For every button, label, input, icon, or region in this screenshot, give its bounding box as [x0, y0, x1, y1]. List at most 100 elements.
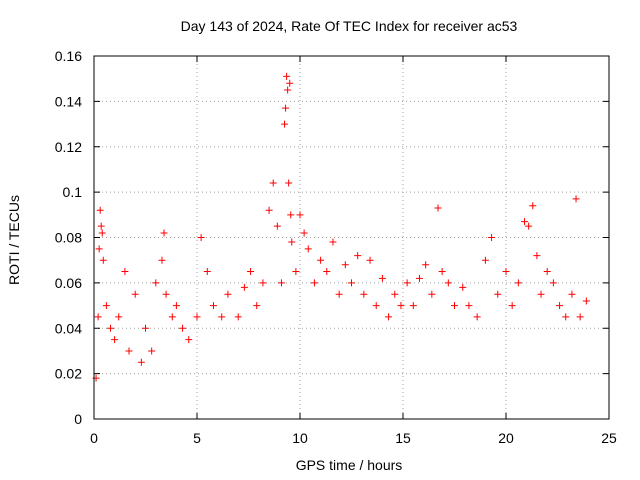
data-point [292, 268, 300, 276]
data-point [273, 222, 281, 230]
data-point [209, 302, 217, 310]
data-point [185, 336, 193, 344]
data-point [378, 274, 386, 282]
x-tick-label: 5 [193, 430, 201, 446]
data-point [152, 279, 160, 287]
data-point [269, 179, 277, 187]
y-tick-label: 0.12 [55, 139, 82, 155]
y-tick-label: 0.02 [55, 366, 82, 382]
x-tick-label: 10 [292, 430, 308, 446]
data-point [415, 274, 423, 282]
data-point [562, 313, 570, 321]
data-point [576, 313, 584, 321]
data-point [288, 238, 296, 246]
data-point [197, 234, 205, 241]
data-point [451, 302, 458, 310]
x-tick-label: 0 [90, 430, 98, 446]
data-point [409, 302, 417, 310]
data-point [525, 222, 533, 230]
data-point [354, 252, 362, 260]
y-tick-label: 0 [74, 411, 82, 427]
data-point [96, 206, 104, 214]
chart-title: Day 143 of 2024, Rate Of TEC Index for r… [181, 18, 518, 34]
data-point [317, 256, 325, 264]
data-points [92, 72, 590, 382]
data-point [572, 195, 580, 203]
data-point [434, 204, 442, 212]
data-point [99, 256, 107, 264]
y-tick-label: 0.06 [55, 275, 82, 291]
data-point [366, 256, 374, 264]
data-point [287, 211, 295, 219]
data-point [543, 268, 551, 276]
data-point [533, 252, 541, 260]
data-point [360, 290, 368, 298]
data-point [556, 302, 564, 310]
data-point [549, 279, 557, 287]
data-point [481, 256, 489, 264]
data-point [323, 268, 331, 276]
data-point [582, 297, 590, 305]
data-point [125, 347, 133, 355]
data-point [521, 218, 529, 226]
data-point [281, 120, 289, 128]
data-point [115, 313, 123, 321]
data-point [422, 261, 430, 269]
data-point [224, 290, 232, 298]
data-point [304, 245, 312, 253]
grid-lines [94, 56, 609, 419]
data-point [286, 79, 294, 87]
data-point [168, 313, 176, 321]
data-point [488, 234, 496, 241]
data-point [172, 302, 180, 310]
data-point [121, 268, 129, 276]
data-point [502, 268, 510, 276]
data-point [240, 283, 248, 291]
data-point [94, 313, 102, 321]
data-point [341, 261, 349, 269]
data-point [247, 268, 255, 276]
data-point [494, 290, 502, 298]
data-point [335, 290, 343, 298]
data-point [142, 324, 149, 332]
data-point [529, 202, 537, 210]
data-point [111, 336, 119, 344]
data-point [106, 324, 114, 332]
data-point [568, 290, 576, 298]
plot-frame [93, 55, 610, 420]
x-axis: 0 5 10 15 20 25 [90, 56, 617, 446]
data-point [438, 268, 446, 276]
data-point [282, 104, 290, 112]
data-point [296, 211, 304, 219]
data-point [385, 313, 393, 321]
data-point [203, 268, 211, 276]
data-point [514, 279, 522, 287]
data-point [310, 279, 318, 287]
data-point [277, 279, 285, 287]
data-point [265, 206, 273, 214]
data-point [300, 229, 308, 237]
data-point [131, 290, 139, 298]
data-point [179, 324, 187, 332]
data-point [95, 245, 103, 253]
data-point [372, 302, 380, 310]
data-point [397, 302, 405, 310]
data-point [473, 313, 481, 321]
y-tick-label: 0.14 [55, 93, 82, 109]
data-point [97, 222, 105, 230]
data-point [102, 302, 110, 310]
data-point [98, 229, 106, 237]
data-point [459, 283, 467, 291]
x-tick-label: 15 [395, 430, 411, 446]
data-point [428, 290, 436, 298]
x-tick-label: 25 [601, 430, 617, 446]
data-point [391, 290, 399, 298]
data-point [160, 229, 168, 237]
data-point [284, 86, 292, 94]
data-point [253, 302, 261, 310]
data-point [259, 279, 267, 287]
data-point [283, 72, 291, 80]
data-point [162, 290, 170, 298]
data-point [158, 256, 166, 264]
data-point [403, 279, 411, 287]
